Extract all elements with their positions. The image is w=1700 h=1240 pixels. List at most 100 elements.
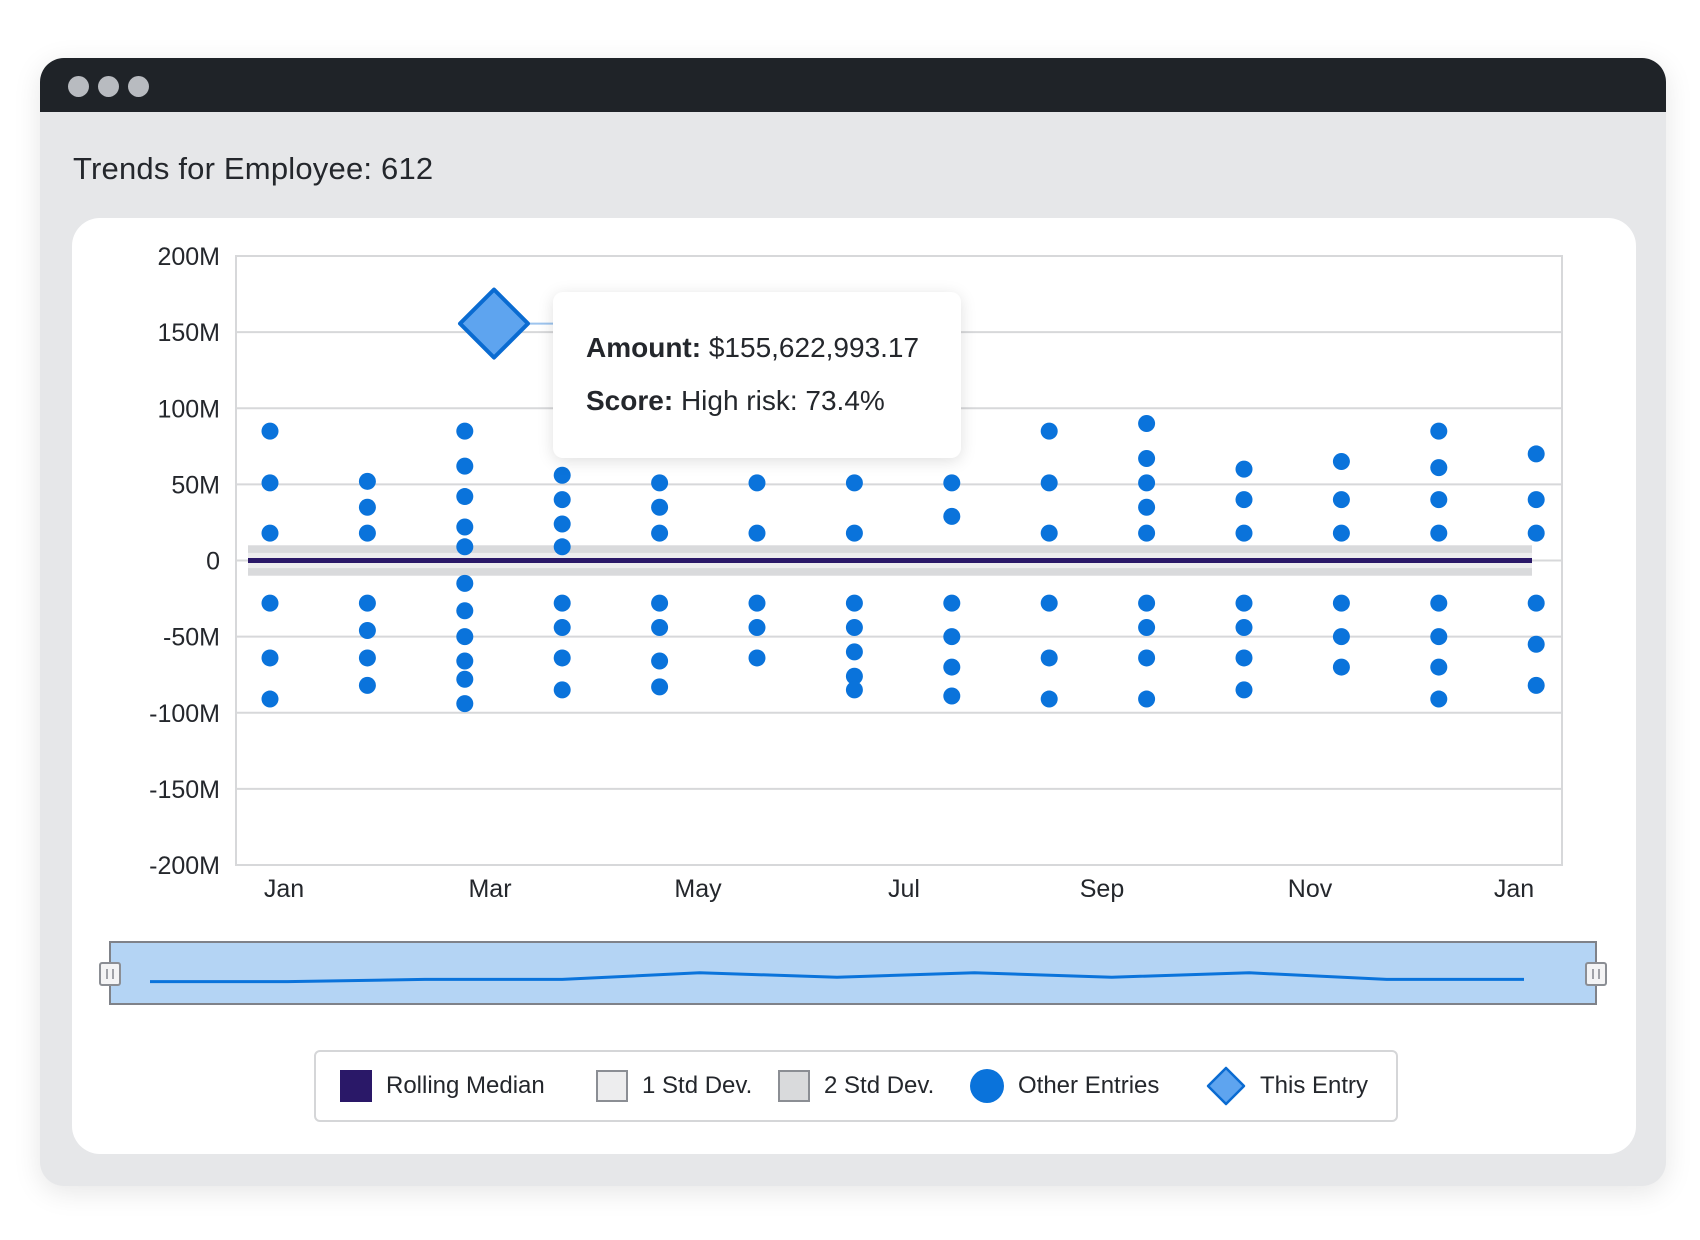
entry-point[interactable] [1235,594,1253,612]
window-control-minimize-icon[interactable] [98,76,119,97]
entry-point[interactable] [1040,649,1058,667]
entry-point[interactable] [1332,491,1350,509]
entry-point[interactable] [1332,524,1350,542]
entry-point[interactable] [845,681,863,699]
entry-point[interactable] [358,498,376,516]
window-control-maximize-icon[interactable] [128,76,149,97]
entry-point[interactable] [1527,491,1545,509]
entry-point[interactable] [651,618,669,636]
entry-point[interactable] [845,524,863,542]
navigator-left-handle-icon[interactable] [99,962,121,986]
entry-point[interactable] [1138,474,1156,492]
entry-point[interactable] [1138,449,1156,467]
entry-point[interactable] [845,643,863,661]
entry-point[interactable] [1430,628,1448,646]
entry-point[interactable] [651,678,669,696]
entry-point[interactable] [651,594,669,612]
entry-point[interactable] [261,594,279,612]
entry-point[interactable] [1332,594,1350,612]
entry-point[interactable] [748,524,766,542]
range-navigator[interactable] [99,941,1607,1005]
entry-point[interactable] [1332,628,1350,646]
legend-item-other-entries[interactable]: Other Entries [970,1052,1159,1120]
entry-point[interactable] [1235,524,1253,542]
entry-point[interactable] [553,491,571,509]
entry-point[interactable] [1527,524,1545,542]
entry-point[interactable] [261,690,279,708]
entry-point[interactable] [1235,649,1253,667]
entry-point[interactable] [1235,460,1253,478]
entry-point[interactable] [1235,491,1253,509]
entry-point[interactable] [1138,649,1156,667]
entry-point[interactable] [748,649,766,667]
entry-point[interactable] [1527,594,1545,612]
entry-point[interactable] [1430,594,1448,612]
entry-point[interactable] [456,695,474,713]
legend-item-1-std-dev[interactable]: 1 Std Dev. [596,1052,752,1120]
entry-point[interactable] [1040,594,1058,612]
entry-point[interactable] [651,474,669,492]
entry-point[interactable] [553,649,571,667]
entry-point[interactable] [1527,635,1545,653]
entry-point[interactable] [943,687,961,705]
entry-point[interactable] [1040,422,1058,440]
entry-point[interactable] [845,474,863,492]
entry-point[interactable] [553,466,571,484]
entry-point[interactable] [1138,524,1156,542]
entry-point[interactable] [748,474,766,492]
entry-point[interactable] [553,681,571,699]
entry-point[interactable] [261,649,279,667]
entry-point[interactable] [456,488,474,506]
entry-point[interactable] [1527,676,1545,694]
window-control-close-icon[interactable] [68,76,89,97]
entry-point[interactable] [456,457,474,475]
entry-point[interactable] [1235,681,1253,699]
entry-point[interactable] [1430,658,1448,676]
entry-point[interactable] [1138,414,1156,432]
legend-item-rolling-median[interactable]: Rolling Median [340,1052,545,1120]
entry-point[interactable] [553,538,571,556]
entry-point[interactable] [456,422,474,440]
entry-point[interactable] [456,574,474,592]
entry-point[interactable] [943,507,961,525]
entry-point[interactable] [748,594,766,612]
entry-point[interactable] [1040,474,1058,492]
entry-point[interactable] [943,658,961,676]
entry-point[interactable] [456,670,474,688]
entry-point[interactable] [845,618,863,636]
entry-point[interactable] [651,498,669,516]
entry-point[interactable] [943,474,961,492]
entry-point[interactable] [553,515,571,533]
entry-point[interactable] [358,472,376,490]
entry-point[interactable] [456,518,474,536]
this-entry-point[interactable] [458,287,531,360]
entry-point[interactable] [1040,690,1058,708]
entry-point[interactable] [845,667,863,685]
entry-point[interactable] [651,652,669,670]
entry-point[interactable] [553,618,571,636]
entry-point[interactable] [1138,498,1156,516]
entry-point[interactable] [358,594,376,612]
entry-point[interactable] [358,676,376,694]
entry-point[interactable] [261,474,279,492]
entry-point[interactable] [358,524,376,542]
entry-point[interactable] [1138,690,1156,708]
entry-point[interactable] [1235,618,1253,636]
entry-point[interactable] [358,649,376,667]
entry-point[interactable] [553,594,571,612]
navigator-right-handle-icon[interactable] [1585,962,1607,986]
entry-point[interactable] [943,628,961,646]
entry-point[interactable] [1332,658,1350,676]
entry-point[interactable] [1138,618,1156,636]
entry-point[interactable] [1430,459,1448,477]
entry-point[interactable] [845,594,863,612]
entry-point[interactable] [1332,453,1350,471]
entry-point[interactable] [1430,690,1448,708]
entry-point[interactable] [1430,422,1448,440]
entry-point[interactable] [261,422,279,440]
entry-point[interactable] [456,652,474,670]
entry-point[interactable] [1430,491,1448,509]
legend-item-2-std-dev[interactable]: 2 Std Dev. [778,1052,934,1120]
entry-point[interactable] [1040,524,1058,542]
entry-point[interactable] [456,538,474,556]
